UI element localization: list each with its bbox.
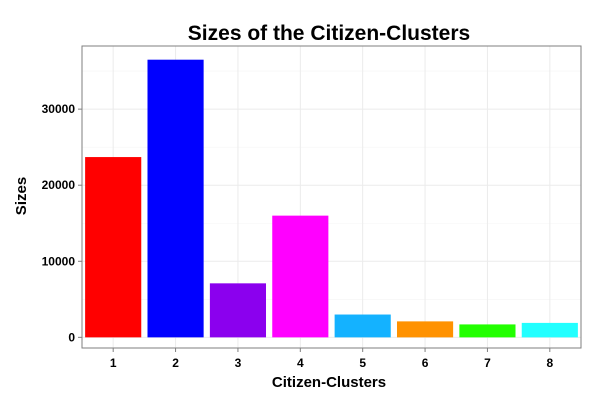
- x-tick-label: 2: [172, 356, 179, 370]
- bars: [85, 59, 578, 338]
- x-tick-label: 8: [546, 356, 553, 370]
- y-tick-label: 30000: [42, 102, 76, 116]
- bar-cluster-2: [147, 59, 204, 338]
- x-axis-ticks: 1 2 3 4 5 6 7 8: [110, 348, 553, 370]
- x-tick-label: 7: [484, 356, 491, 370]
- x-tick-label: 5: [359, 356, 366, 370]
- x-tick-label: 6: [422, 356, 429, 370]
- bar-cluster-3: [209, 283, 267, 338]
- plot-panel-border: [81, 45, 582, 349]
- y-tick-label: 20000: [42, 178, 76, 192]
- bar-cluster-6: [396, 321, 454, 338]
- x-tick-label: 4: [297, 356, 304, 370]
- x-axis-title: Citizen-Clusters: [272, 374, 386, 391]
- y-tick-label: 10000: [42, 254, 76, 268]
- bar-cluster-8: [521, 322, 578, 338]
- bar-cluster-1: [85, 157, 142, 338]
- y-axis-ticks: 0 10000 20000 30000: [42, 102, 82, 344]
- x-tick-label: 1: [110, 356, 117, 370]
- bar-cluster-7: [459, 324, 516, 338]
- y-tick-label: 0: [68, 330, 75, 344]
- bar-cluster-5: [334, 314, 391, 338]
- chart-title: Sizes of the Citizen-Clusters: [188, 22, 470, 45]
- bar-cluster-4: [272, 215, 329, 338]
- y-axis-title: Sizes: [13, 177, 30, 215]
- x-tick-label: 3: [235, 356, 242, 370]
